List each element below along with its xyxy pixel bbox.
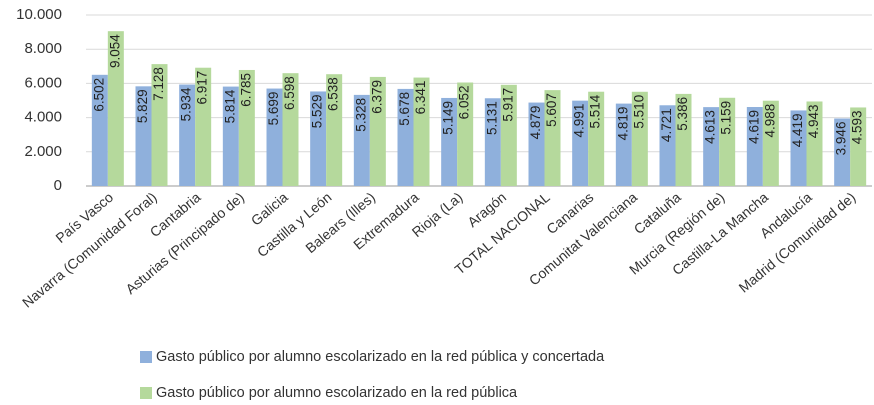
- value-label: 9.054: [107, 34, 122, 68]
- bar: [790, 110, 807, 186]
- value-label: 6.917: [195, 71, 210, 105]
- legend-swatch: [140, 387, 152, 399]
- bar: [631, 91, 648, 186]
- legend-swatch: [140, 351, 152, 363]
- y-tick-label: 4.000: [24, 109, 62, 126]
- bar: [135, 86, 152, 186]
- value-label: 6.598: [282, 76, 297, 110]
- value-label: 6.538: [326, 77, 341, 111]
- y-tick-label: 6.000: [24, 74, 62, 91]
- bar: [834, 118, 851, 186]
- bar: [441, 97, 458, 186]
- bar: [326, 74, 343, 186]
- value-label: 6.052: [457, 86, 472, 120]
- bar: [675, 93, 692, 186]
- bar: [151, 64, 168, 186]
- bar: [572, 100, 589, 186]
- bar: [703, 107, 720, 186]
- value-label: 5.529: [310, 94, 325, 128]
- value-label: 4.943: [806, 104, 821, 138]
- bar: [457, 82, 474, 186]
- bar: [107, 31, 124, 186]
- value-label: 4.619: [746, 110, 761, 144]
- value-label: 5.149: [441, 101, 456, 135]
- value-label: 5.917: [500, 88, 515, 122]
- x-tick-label: Castilla y León: [254, 189, 335, 260]
- value-label: 5.159: [719, 101, 734, 135]
- value-label: 5.328: [353, 98, 368, 132]
- bar: [369, 76, 386, 186]
- bar: [528, 102, 545, 186]
- value-label: 5.386: [675, 97, 690, 131]
- value-label: 4.721: [659, 108, 674, 142]
- bar: [719, 97, 736, 186]
- bar: [762, 100, 779, 186]
- value-label: 6.379: [369, 80, 384, 114]
- value-label: 5.678: [397, 92, 412, 126]
- y-tick-label: 2.000: [24, 143, 62, 160]
- value-label: 5.829: [135, 89, 150, 123]
- value-label: 7.128: [151, 67, 166, 101]
- legend-label: Gasto público por alumno escolarizado en…: [156, 349, 605, 365]
- bar: [238, 69, 255, 186]
- bar: [353, 94, 370, 186]
- value-label: 5.934: [179, 87, 194, 121]
- bar: [544, 90, 561, 186]
- bar: [746, 107, 763, 186]
- bar: [91, 74, 108, 186]
- bar: [806, 101, 823, 186]
- value-label: 4.991: [572, 104, 587, 138]
- value-label: 5.131: [484, 101, 499, 135]
- value-label: 5.699: [266, 92, 281, 126]
- value-label: 6.502: [91, 78, 106, 112]
- y-tick-label: 8.000: [24, 40, 62, 57]
- bar: [310, 91, 327, 186]
- bar: [659, 105, 676, 186]
- bar: [484, 98, 501, 186]
- bar: [266, 88, 283, 186]
- value-label: 4.879: [528, 106, 543, 140]
- bar: [397, 88, 414, 186]
- bar: [222, 86, 239, 186]
- y-tick-label: 10.000: [16, 6, 62, 23]
- bar: [282, 73, 299, 186]
- value-label: 4.819: [615, 107, 630, 141]
- value-label: 4.419: [790, 113, 805, 147]
- y-tick-label: 0: [54, 177, 62, 194]
- value-label: 5.607: [544, 93, 559, 127]
- bar: [615, 103, 632, 186]
- value-label: 4.593: [850, 110, 865, 144]
- bar: [179, 84, 196, 186]
- bar: [195, 67, 212, 186]
- bar: [588, 91, 605, 186]
- value-label: 5.814: [222, 89, 237, 123]
- value-label: 5.510: [631, 95, 646, 129]
- value-label: 6.341: [413, 81, 428, 115]
- value-label: 3.946: [834, 122, 849, 156]
- bar: [500, 84, 517, 186]
- value-label: 6.785: [238, 73, 253, 107]
- legend-label: Gasto público por alumno escolarizado en…: [156, 385, 518, 401]
- value-label: 4.988: [762, 104, 777, 138]
- value-label: 4.613: [703, 110, 718, 144]
- bar: [850, 107, 867, 186]
- value-label: 5.514: [588, 94, 603, 128]
- bar: [413, 77, 430, 186]
